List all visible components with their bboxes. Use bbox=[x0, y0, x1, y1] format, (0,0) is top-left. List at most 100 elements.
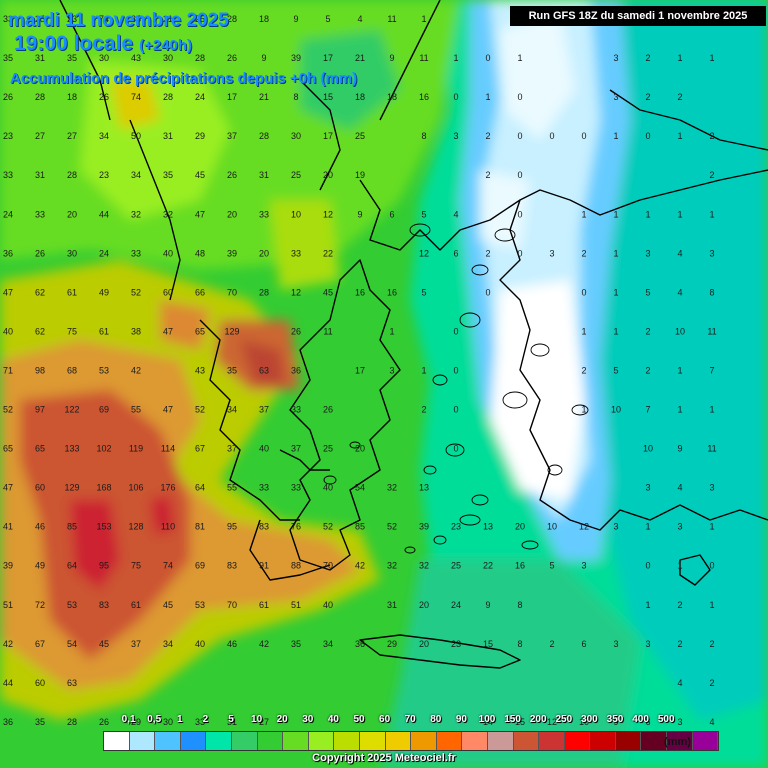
grid-value: 46 bbox=[227, 639, 237, 649]
grid-value: 2 bbox=[677, 92, 682, 102]
grid-value: 2 bbox=[709, 131, 714, 141]
grid-value: 43 bbox=[131, 53, 141, 63]
legend-tick: 400 bbox=[632, 714, 649, 725]
forecast-time: 19:00 locale (+240h) bbox=[14, 32, 192, 56]
grid-value: 13 bbox=[483, 522, 493, 532]
grid-value: 6 bbox=[389, 209, 394, 219]
grid-value: 119 bbox=[129, 444, 143, 454]
grid-value: 45 bbox=[99, 639, 109, 649]
grid-value: 70 bbox=[227, 600, 237, 610]
grid-value: 110 bbox=[161, 522, 175, 532]
grid-value: 44 bbox=[3, 678, 13, 688]
grid-value: 76 bbox=[291, 522, 301, 532]
grid-value: 0 bbox=[645, 561, 650, 571]
grid-value: 55 bbox=[131, 405, 141, 415]
legend-tick: 300 bbox=[581, 714, 598, 725]
grid-value: 20 bbox=[419, 639, 429, 649]
grid-value: 83 bbox=[259, 522, 269, 532]
grid-value: 54 bbox=[355, 483, 365, 493]
grid-value: 47 bbox=[3, 287, 13, 297]
legend-swatch bbox=[462, 732, 488, 750]
grid-value: 34 bbox=[227, 405, 237, 415]
grid-value: 3 bbox=[645, 639, 650, 649]
legend-swatch bbox=[692, 732, 719, 750]
grid-value: 40 bbox=[3, 326, 13, 336]
grid-value: 20 bbox=[67, 209, 77, 219]
grid-value: 4 bbox=[677, 678, 682, 688]
grid-value: 11 bbox=[387, 14, 396, 24]
grid-value: 23 bbox=[99, 170, 109, 180]
grid-value: 1 bbox=[709, 209, 714, 219]
grid-value: 0 bbox=[485, 287, 490, 297]
coastlines bbox=[59, 0, 768, 669]
grid-value: 26 bbox=[3, 92, 13, 102]
legend-swatch bbox=[180, 732, 207, 750]
grid-value: 17 bbox=[355, 366, 365, 376]
grid-value: 10 bbox=[547, 522, 557, 532]
legend-tick: 70 bbox=[404, 714, 416, 725]
grid-value: 55 bbox=[227, 483, 237, 493]
copyright: Copyright 2025 Meteociel.fr bbox=[312, 752, 456, 764]
grid-value: 0 bbox=[581, 287, 586, 297]
grid-value: 129 bbox=[224, 326, 239, 336]
grid-value: 67 bbox=[35, 639, 45, 649]
grid-value: 40 bbox=[259, 444, 269, 454]
legend-swatch bbox=[155, 732, 181, 750]
grid-value: 25 bbox=[451, 561, 461, 571]
legend-unit: (mm) bbox=[664, 736, 691, 748]
grid-value: 28 bbox=[259, 131, 269, 141]
grid-value: 4 bbox=[709, 717, 714, 727]
grid-value: 52 bbox=[131, 287, 141, 297]
grid-value: 32 bbox=[387, 561, 397, 571]
value-labels: 3325237435212528189541113211353135304330… bbox=[3, 14, 717, 727]
grid-value: 0 bbox=[517, 131, 522, 141]
grid-value: 27 bbox=[35, 131, 45, 141]
grid-value: 51 bbox=[3, 600, 13, 610]
grid-value: 35 bbox=[35, 717, 45, 727]
grid-value: 0 bbox=[517, 170, 522, 180]
grid-value: 28 bbox=[259, 287, 269, 297]
grid-value: 3 bbox=[613, 53, 618, 63]
grid-value: 20 bbox=[259, 248, 269, 258]
grid-value: 28 bbox=[227, 14, 237, 24]
grid-value: 37 bbox=[131, 639, 141, 649]
grid-value: 29 bbox=[195, 131, 205, 141]
grid-value: 4 bbox=[677, 287, 682, 297]
grid-value: 98 bbox=[35, 366, 45, 376]
legend-swatch bbox=[308, 732, 335, 750]
grid-value: 3 bbox=[613, 522, 618, 532]
islands bbox=[323, 223, 589, 554]
grid-value: 0 bbox=[517, 248, 522, 258]
grid-value: 2 bbox=[645, 92, 650, 102]
grid-value: 18 bbox=[67, 92, 77, 102]
grid-value: 49 bbox=[99, 287, 109, 297]
grid-value: 63 bbox=[259, 366, 269, 376]
grid-value: 20 bbox=[515, 522, 525, 532]
grid-value: 28 bbox=[195, 53, 205, 63]
forecast-date: mardi 11 novembre 2025 bbox=[8, 10, 229, 31]
grid-value: 15 bbox=[483, 639, 493, 649]
legend-tick: 60 bbox=[379, 714, 391, 725]
grid-value: 17 bbox=[323, 53, 333, 63]
grid-value: 33 bbox=[259, 209, 269, 219]
grid-value: 1 bbox=[645, 522, 650, 532]
grid-value: 1 bbox=[677, 366, 682, 376]
legend-swatch bbox=[385, 732, 412, 750]
grid-value: 95 bbox=[99, 561, 109, 571]
grid-value: 0 bbox=[453, 366, 458, 376]
forecast-local-time: 19:00 locale bbox=[14, 32, 134, 55]
grid-value: 1 bbox=[485, 92, 490, 102]
grid-value: 12 bbox=[579, 522, 589, 532]
grid-value: 9 bbox=[677, 444, 682, 454]
grid-value: 33 bbox=[35, 209, 45, 219]
grid-value: 81 bbox=[195, 522, 205, 532]
grid-value: 47 bbox=[3, 483, 13, 493]
grid-value: 23 bbox=[3, 131, 13, 141]
grid-value: 95 bbox=[227, 522, 237, 532]
legend-tick: 50 bbox=[353, 714, 365, 725]
legend-swatch bbox=[283, 732, 309, 750]
grid-value: 2 bbox=[485, 248, 490, 258]
legend-tick: 150 bbox=[504, 714, 521, 725]
grid-value: 24 bbox=[195, 92, 205, 102]
grid-value: 114 bbox=[161, 444, 175, 454]
